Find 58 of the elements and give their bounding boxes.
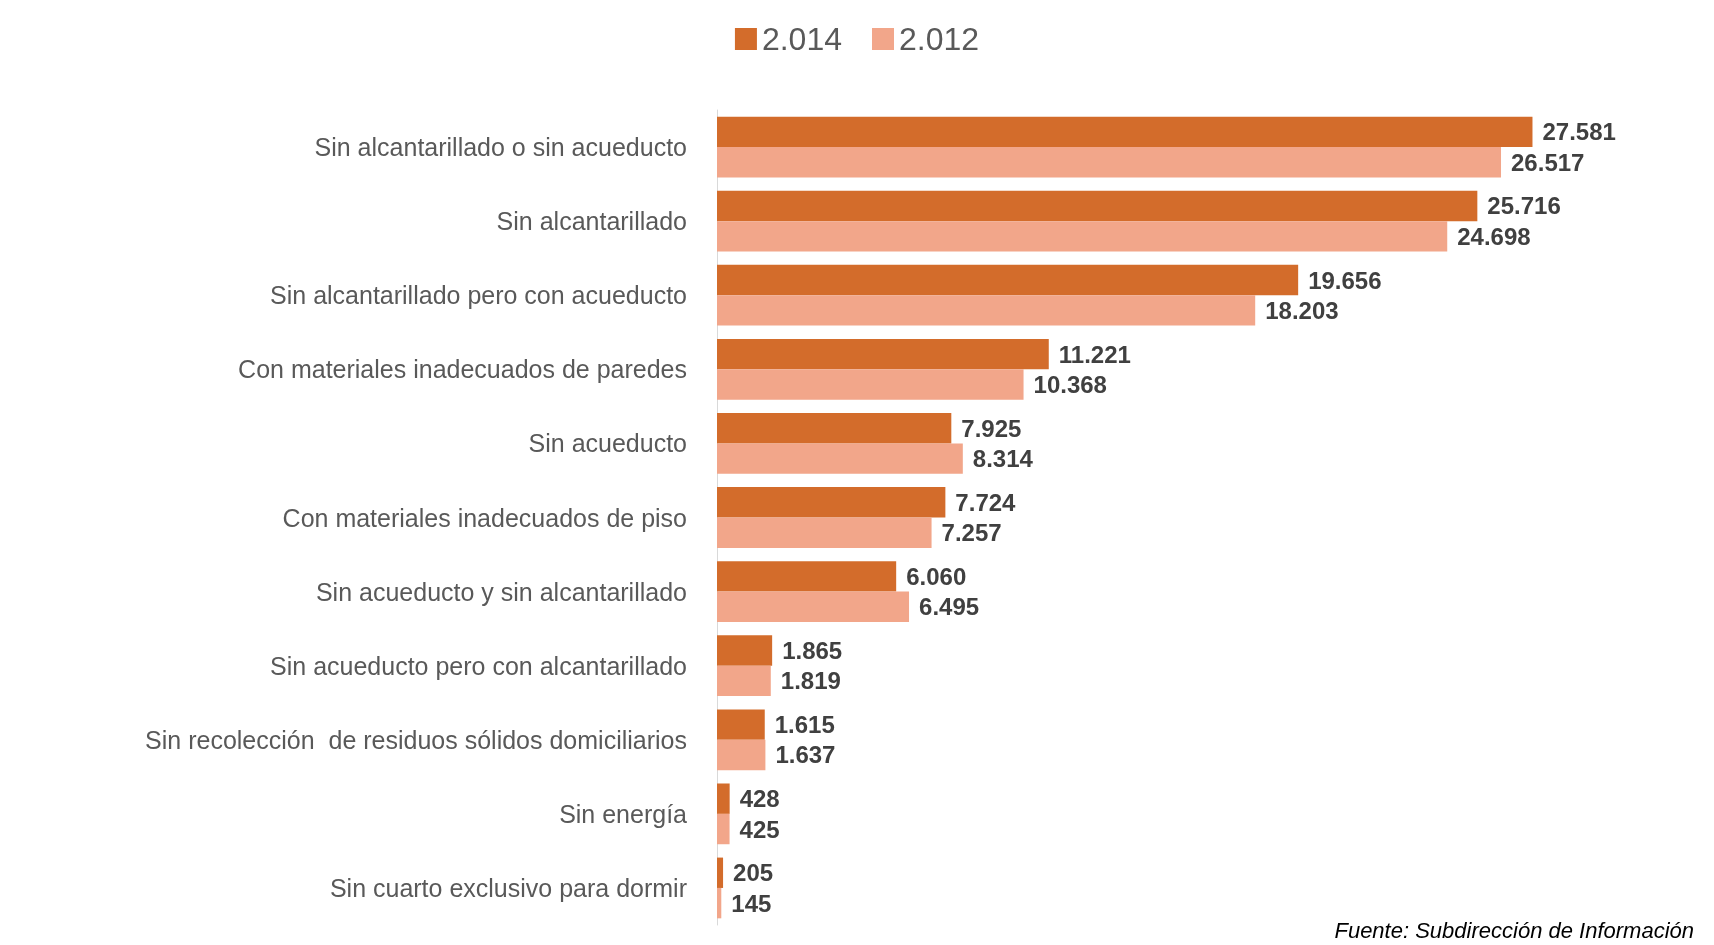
bar: [717, 887, 722, 919]
bar: [717, 561, 897, 592]
bar: [717, 413, 952, 444]
data-label: 24.698: [1457, 222, 1531, 250]
data-label: 6.495: [919, 593, 980, 621]
data-label: 8.314: [972, 445, 1034, 473]
legend-label: 2.014: [761, 21, 842, 57]
data-label: 7.257: [941, 519, 1002, 547]
y-tick-label: Sin energía: [559, 799, 688, 828]
bar: [717, 338, 1049, 370]
bar: [717, 190, 1478, 222]
bar: [717, 487, 946, 518]
data-label: 7.925: [961, 414, 1022, 442]
bar: [717, 369, 1024, 400]
data-label: 10.368: [1033, 371, 1107, 399]
bar: [717, 517, 932, 548]
bar: [717, 783, 730, 814]
bar: [717, 443, 963, 474]
bar: [717, 591, 910, 622]
data-label: 1.615: [774, 711, 835, 739]
data-label: 1.865: [782, 636, 843, 664]
bar: [717, 635, 773, 666]
bar: [717, 147, 1502, 178]
data-label: 7.724: [955, 488, 1017, 516]
y-tick-label: Sin cuarto exclusivo para dormir: [329, 873, 687, 902]
bar: [717, 709, 765, 740]
bar: [717, 116, 1533, 148]
y-tick-label: Sin alcantarillado o sin acueducto: [314, 133, 687, 162]
y-tick-label: Sin alcantarillado: [496, 207, 687, 236]
data-label: 1.637: [775, 741, 836, 769]
bar: [717, 295, 1256, 326]
data-label: 145: [731, 889, 772, 917]
data-label: 11.221: [1058, 340, 1131, 368]
data-label: 26.517: [1511, 148, 1585, 176]
bar: [717, 739, 766, 771]
y-tick-label: Con materiales inadecuados de paredes: [238, 355, 687, 384]
bar: [717, 857, 724, 888]
y-tick-label: Sin acueducto y sin alcantarillado: [315, 577, 687, 606]
annotation: Fuente: Subdirección de Información: [1334, 917, 1695, 943]
y-tick-label: Sin acueducto: [528, 429, 687, 458]
data-label: 428: [739, 785, 780, 813]
bar: [717, 221, 1448, 252]
y-tick-label: Sin alcantarillado pero con acueducto: [270, 281, 687, 310]
data-label: 6.060: [906, 562, 967, 590]
data-label: 25.716: [1487, 192, 1561, 220]
bar: [717, 264, 1299, 296]
data-label: 205: [733, 859, 774, 887]
y-tick-label: Con materiales inadecuados de piso: [282, 503, 687, 532]
y-tick-label: Sin acueducto pero con alcantarillado: [270, 651, 687, 680]
bar: [717, 665, 771, 697]
bar: [717, 813, 730, 845]
y-tick-label: Sin recolección de residuos sólidos domiciliarios: [145, 725, 687, 754]
legend-label: 2.012: [899, 21, 980, 57]
data-label: 27.581: [1542, 118, 1616, 146]
data-label: 18.203: [1265, 296, 1339, 324]
data-label: 19.656: [1308, 266, 1382, 294]
data-label: 1.819: [780, 667, 841, 695]
data-label: 425: [739, 815, 780, 843]
